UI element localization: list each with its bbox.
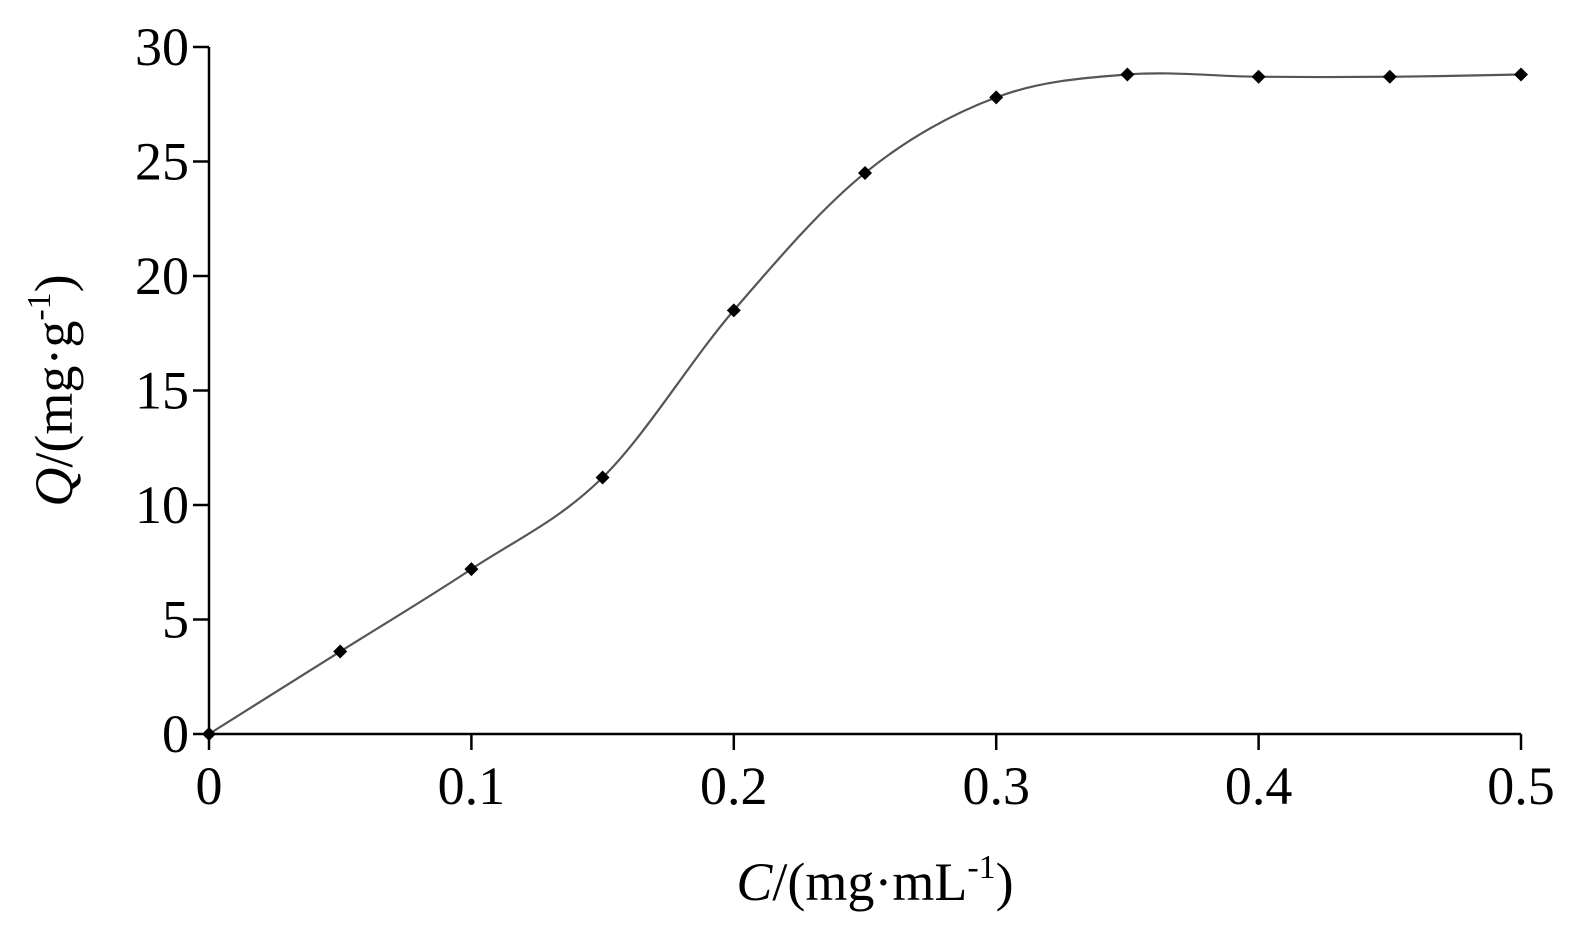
y-tick-label: 25 (135, 132, 189, 192)
x-axis-unit: /(mg·mL (772, 852, 967, 912)
data-point-marker (595, 470, 610, 485)
data-point-marker (1514, 67, 1528, 82)
axes-layer (207, 47, 1521, 736)
y-tick-label: 20 (135, 246, 189, 306)
x-tick-label: 0.1 (438, 756, 506, 816)
x-tick-label: 0.2 (700, 756, 768, 816)
y-tick-label: 10 (135, 475, 189, 535)
data-point-marker (1120, 67, 1135, 82)
data-point-marker (333, 644, 348, 659)
y-tick-label: 5 (162, 590, 189, 650)
data-point-marker (202, 727, 216, 741)
y-axis-label: Q/(mg·g-1) (21, 274, 84, 506)
ticks-layer: 0 5 10 15 20 25 30 0 0.1 0.2 0.3 0.4 0.5 (135, 17, 1555, 816)
x-tick-label: 0.4 (1225, 756, 1293, 816)
data-point-marker (726, 303, 741, 318)
data-point-marker (989, 90, 1004, 105)
x-tick-label: 0.5 (1487, 756, 1555, 816)
y-tick-label: 0 (162, 704, 189, 764)
x-tick-label: 0.3 (962, 756, 1030, 816)
data-point-marker (858, 165, 872, 180)
series-line (208, 72, 1522, 735)
data-point-marker (464, 562, 479, 577)
y-tick-label: 30 (135, 17, 189, 77)
y-axis-unit-exponent: -1 (21, 292, 58, 320)
series-layer (208, 72, 1522, 735)
data-point-marker (1382, 69, 1397, 84)
y-tick-label: 15 (135, 361, 189, 421)
y-axis-unit-close: ) (24, 274, 84, 292)
x-axis-label: C/(mg·mL-1) (736, 849, 1013, 912)
x-axis-variable: C (736, 852, 773, 912)
x-tick-label: 0 (196, 756, 223, 816)
y-axis-unit: /(mg·g (24, 321, 84, 468)
data-point-marker (1251, 69, 1266, 84)
x-axis-unit-close: ) (996, 852, 1014, 912)
y-axis-variable: Q (24, 468, 84, 507)
x-axis-unit-exponent: -1 (967, 849, 995, 886)
markers-layer (202, 67, 1528, 741)
